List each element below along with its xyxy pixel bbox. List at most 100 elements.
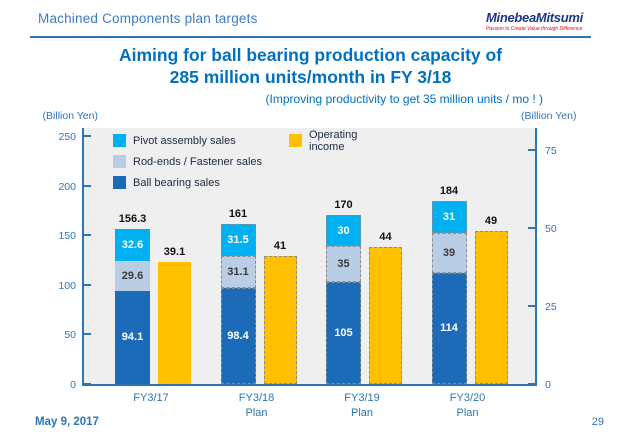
slide-title-line2: 285 million units/month in FY 3/18: [169, 67, 452, 87]
stacked-bar: 31.5 31.1 98.4: [220, 224, 256, 384]
left-axis-tick-label: 200: [58, 180, 76, 193]
plot-area: Pivot assembly sales Rod-ends / Fastener…: [82, 128, 537, 386]
slide-title-line1: Aiming for ball bearing production capac…: [118, 45, 503, 65]
stack-total-label: 184: [439, 185, 459, 198]
x-category-line2: Plan: [245, 407, 268, 419]
page-number: 29: [591, 416, 604, 428]
operating-income-bar: [369, 246, 402, 384]
left-axis-tick: [84, 184, 91, 187]
legend-swatch-operating-income: [289, 134, 302, 147]
legend-item: Pivot assembly sales: [113, 130, 262, 151]
bar-segment-pivot-assembly-sales: 32.6: [115, 228, 150, 262]
bar-segment-rod-ends-fastener-sales: 35: [326, 246, 361, 282]
bar-segment-pivot-assembly-sales: 30: [326, 215, 361, 247]
operating-income-label: 49: [484, 214, 498, 227]
operating-income-bar: [158, 261, 191, 384]
bar-segment-pivot-assembly-sales: 31: [431, 201, 467, 234]
legend-item: Ball bearing sales: [113, 172, 262, 193]
right-axis-caption: (Billion Yen): [521, 110, 577, 122]
bar-segment-value: 32.6: [121, 239, 144, 252]
slide-title: Aiming for ball bearing production capac…: [0, 44, 621, 88]
bar-segment-value: 114: [440, 322, 458, 335]
bar-segment-value: 39: [442, 246, 456, 259]
logo-tagline: Passion to Create Value through Differen…: [486, 26, 583, 32]
stacked-bar: 30 35 105: [326, 215, 361, 384]
bar-segment-value: 31.5: [227, 234, 249, 247]
bar-segment-value: 31.1: [227, 266, 249, 279]
left-axis-tick: [84, 134, 91, 137]
stack-total-label: 170: [334, 199, 353, 212]
x-category-label: FY3/17: [109, 391, 193, 406]
right-axis-tick-label: 25: [545, 300, 557, 313]
bar-segment-value: 35: [337, 257, 350, 270]
left-axis-tick-label: 150: [58, 230, 76, 243]
right-axis-tick: [528, 148, 535, 151]
operating-income-bar: [474, 230, 508, 384]
bar-segment-value: 29.6: [121, 269, 144, 282]
operating-income-label: 44: [379, 230, 392, 243]
right-axis-tick: [528, 383, 535, 385]
slide-date: May 9, 2017: [35, 416, 99, 428]
bar-segment-pivot-assembly-sales: 31.5: [220, 224, 256, 257]
x-category-line1: FY3/17: [133, 392, 169, 404]
bar-segment-rod-ends-fastener-sales: 39: [431, 233, 467, 273]
bar-segment-ball-bearing-sales: 98.4: [220, 288, 256, 384]
legend-label: Pivot assembly sales: [133, 134, 236, 147]
legend-swatch-rod-ends: [113, 155, 126, 168]
stack-total-label: 161: [228, 208, 248, 221]
legend-swatch-ball-bearing: [113, 176, 126, 189]
stacked-bar: 31 39 114: [431, 201, 467, 384]
bar-segment-ball-bearing-sales: 94.1: [115, 290, 150, 384]
legend-label: Operating income: [309, 128, 358, 153]
x-category-line1: FY3/19: [344, 392, 380, 404]
operating-income-bar: [263, 255, 297, 384]
right-axis-tick-label: 75: [545, 144, 557, 157]
left-axis-tick: [84, 234, 91, 237]
legend-label: Ball bearing sales: [133, 176, 220, 189]
slide-subtitle: (Improving productivity to get 35 millio…: [265, 92, 543, 106]
x-category-line2: Plan: [456, 407, 479, 419]
x-category-label: FY3/18 Plan: [215, 391, 299, 421]
x-category-label: FY3/20 Plan: [426, 391, 510, 421]
left-axis-tick-label: 250: [58, 130, 76, 143]
left-axis-tick-label: 0: [70, 379, 76, 391]
x-category-line1: FY3/20: [449, 392, 486, 404]
stack-total-label: 156.3: [118, 212, 147, 225]
bar-segment-rod-ends-fastener-sales: 31.1: [220, 256, 256, 289]
x-category-label: FY3/19 Plan: [320, 391, 404, 421]
header-divider: [30, 36, 591, 38]
right-axis-tick: [528, 304, 535, 307]
bar-segment-value: 94.1: [121, 331, 144, 344]
legend-item: Rod-ends / Fastener sales: [113, 151, 262, 172]
right-axis-tick: [528, 226, 535, 229]
chart: (Billion Yen) (Billion Yen) Pivot assemb…: [0, 108, 621, 421]
x-category-line2: Plan: [350, 407, 374, 419]
left-axis-tick-label: 50: [64, 329, 76, 342]
legend-item: Operating income: [289, 128, 358, 153]
left-axis-tick: [84, 333, 91, 336]
bar-segment-ball-bearing-sales: 114: [431, 272, 467, 384]
x-category-line1: FY3/18: [238, 392, 275, 404]
right-axis-tick-label: 0: [545, 379, 551, 391]
bar-segment-ball-bearing-sales: 105: [326, 281, 361, 384]
bar-segment-value: 105: [334, 326, 353, 339]
right-axis-tick-label: 50: [545, 222, 557, 235]
left-axis-tick-label: 100: [58, 279, 76, 292]
left-axis-tick: [84, 283, 91, 286]
left-axis-caption: (Billion Yen): [42, 110, 98, 122]
operating-income-label: 39.1: [163, 245, 186, 258]
legend-swatch-pivot-assembly: [113, 134, 126, 147]
logo-wordmark: MinebeaMitsumi: [486, 10, 583, 25]
company-logo: MinebeaMitsumi Passion to Create Value t…: [486, 10, 583, 32]
bar-segment-value: 98.4: [227, 330, 249, 343]
stacked-bar: 32.6 29.6 94.1: [115, 228, 150, 384]
bar-segment-rod-ends-fastener-sales: 29.6: [115, 261, 150, 291]
legend: Pivot assembly sales Rod-ends / Fastener…: [113, 129, 357, 193]
bar-segment-value: 30: [337, 224, 350, 237]
legend-label: Rod-ends / Fastener sales: [133, 155, 263, 168]
left-axis-tick: [84, 383, 91, 385]
operating-income-label: 41: [273, 239, 287, 252]
bar-segment-value: 31: [442, 211, 456, 224]
page-title: Machined Components plan targets: [38, 11, 258, 26]
